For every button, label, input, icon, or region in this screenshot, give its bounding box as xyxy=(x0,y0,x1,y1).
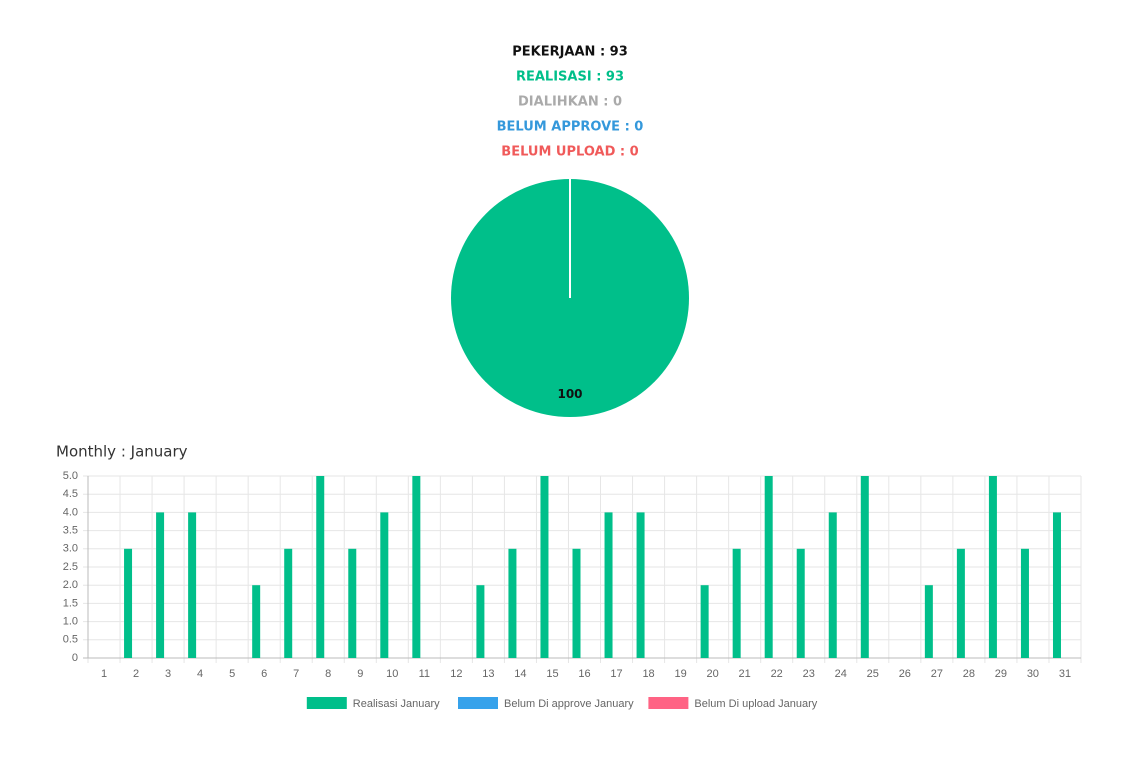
x-tick-label: 2 xyxy=(133,668,139,680)
stat-line: PEKERJAAN : 93 xyxy=(512,45,628,60)
x-tick-label: 4 xyxy=(197,668,203,680)
bar xyxy=(1020,548,1029,658)
bar xyxy=(124,548,133,658)
y-tick-label: 5.0 xyxy=(63,470,78,482)
bar xyxy=(700,585,709,658)
x-tick-label: 16 xyxy=(578,668,590,680)
y-tick-label: 4.5 xyxy=(63,488,78,500)
y-tick-label: 2.5 xyxy=(63,561,78,573)
x-tick-label: 14 xyxy=(514,668,526,680)
bar xyxy=(796,548,805,658)
x-tick-label: 18 xyxy=(642,668,654,680)
bar xyxy=(252,585,261,658)
stat-line: REALISASI : 93 xyxy=(516,70,624,85)
legend-swatch xyxy=(458,697,498,709)
legend-label: Belum Di upload January xyxy=(694,698,817,710)
bar xyxy=(540,476,549,658)
x-tick-label: 11 xyxy=(419,668,430,680)
x-tick-label: 17 xyxy=(610,668,622,680)
bar xyxy=(636,512,645,658)
stat-line: BELUM APPROVE : 0 xyxy=(497,120,644,135)
bar-title: Monthly : January xyxy=(56,443,188,461)
x-tick-label: 10 xyxy=(386,668,398,680)
x-tick-label: 29 xyxy=(995,668,1007,680)
y-tick-label: 4.0 xyxy=(63,506,78,518)
x-tick-label: 15 xyxy=(546,668,558,680)
x-tick-label: 25 xyxy=(867,668,879,680)
x-tick-label: 24 xyxy=(835,668,847,680)
legend-swatch xyxy=(306,697,347,709)
legend-label: Realisasi January xyxy=(353,698,440,710)
bar xyxy=(604,512,613,658)
x-tick-label: 9 xyxy=(357,668,363,680)
bar xyxy=(956,548,965,658)
y-tick-label: 1.0 xyxy=(63,616,78,628)
x-tick-label: 8 xyxy=(325,668,331,680)
x-tick-label: 22 xyxy=(771,668,783,680)
x-tick-label: 3 xyxy=(165,668,171,680)
x-tick-label: 1 xyxy=(101,668,107,680)
legend-swatch xyxy=(648,697,689,709)
x-tick-label: 30 xyxy=(1027,668,1039,680)
y-tick-label: 1.5 xyxy=(63,597,78,609)
bar xyxy=(188,512,197,658)
bar xyxy=(316,476,325,658)
x-tick-label: 12 xyxy=(450,668,462,680)
x-tick-label: 19 xyxy=(674,668,686,680)
y-tick-label: 2.0 xyxy=(63,579,78,591)
legend-label: Belum Di approve January xyxy=(504,698,634,710)
bar xyxy=(348,548,357,658)
x-tick-label: 13 xyxy=(482,668,494,680)
bar xyxy=(508,548,517,658)
bar xyxy=(828,512,837,658)
stat-line: BELUM UPLOAD : 0 xyxy=(501,145,638,160)
x-tick-label: 6 xyxy=(261,668,267,680)
y-tick-label: 0.5 xyxy=(63,634,78,646)
y-tick-label: 0 xyxy=(72,652,78,664)
bar xyxy=(924,585,933,658)
bar xyxy=(284,548,293,658)
x-tick-label: 20 xyxy=(707,668,719,680)
bar xyxy=(988,476,997,658)
pie-label: 100 xyxy=(557,387,582,401)
y-tick-label: 3.0 xyxy=(63,543,78,555)
x-tick-label: 7 xyxy=(293,668,299,680)
bar xyxy=(476,585,485,658)
x-tick-label: 5 xyxy=(229,668,235,680)
bar xyxy=(1052,512,1061,658)
x-tick-label: 23 xyxy=(803,668,815,680)
bar xyxy=(860,476,869,658)
bar xyxy=(412,476,421,658)
bar xyxy=(380,512,389,658)
bar xyxy=(764,476,773,658)
x-tick-label: 31 xyxy=(1059,668,1071,680)
bar xyxy=(732,548,741,658)
stat-line: DIALIHKAN : 0 xyxy=(518,95,622,110)
bar xyxy=(156,512,165,658)
y-tick-label: 3.5 xyxy=(63,525,78,537)
x-tick-label: 21 xyxy=(739,668,751,680)
x-tick-label: 27 xyxy=(931,668,943,680)
x-tick-label: 28 xyxy=(963,668,975,680)
bar xyxy=(572,548,581,658)
x-tick-label: 26 xyxy=(899,668,911,680)
